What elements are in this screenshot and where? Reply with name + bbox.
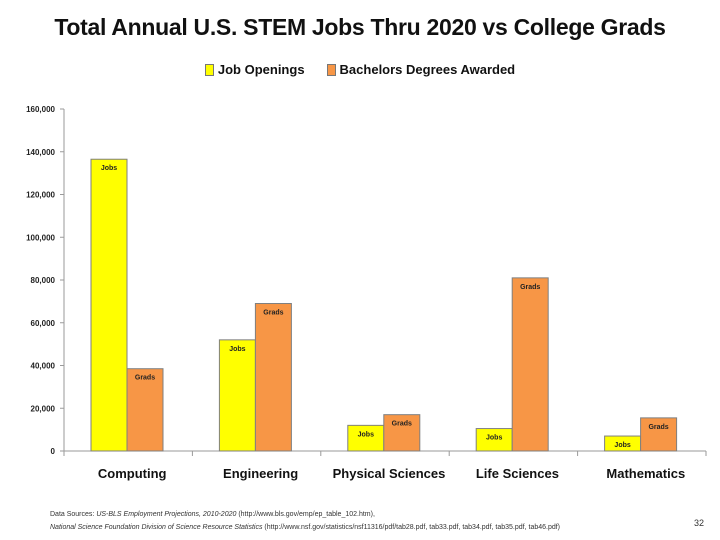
bar-bachelors-degrees-awarded-physical-sciences xyxy=(383,414,421,452)
data-sources-note: Data Sources: US-BLS Employment Projecti… xyxy=(50,508,560,534)
bar-data-label: Jobs xyxy=(101,165,117,172)
bar-data-label: Grads xyxy=(520,284,540,291)
bar-data-label: Grads xyxy=(392,421,412,428)
x-tick-label: Mathematics xyxy=(606,466,685,481)
bar-job-openings-engineering xyxy=(218,339,256,452)
sources-line-1: Data Sources: US-BLS Employment Projecti… xyxy=(50,508,560,521)
legend-label-bachelors-degrees: Bachelors Degrees Awarded xyxy=(339,62,516,77)
bar-data-label: Grads xyxy=(135,375,155,382)
sources-prefix: Data Sources: xyxy=(50,511,97,518)
bar-bachelors-degrees-awarded-life-sciences xyxy=(511,277,549,452)
y-tick-label: 140,000 xyxy=(26,148,55,157)
y-tick-label: 20,000 xyxy=(31,404,56,413)
y-tick-label: 40,000 xyxy=(31,362,56,371)
bar-chart-plot: 0 20,000 40,000 60,000 80,000 100,000 120,000 1… xyxy=(26,105,707,481)
bar-data-label: Jobs xyxy=(358,431,374,438)
x-tick-label: Engineering xyxy=(223,466,298,481)
bar-data-label: Jobs xyxy=(229,346,245,353)
chart-title: Total Annual U.S. STEM Jobs Thru 2020 vs… xyxy=(54,14,666,40)
legend-swatch-job-openings xyxy=(204,63,214,76)
bar-data-label: Grads xyxy=(263,310,283,317)
y-tick-label: 120,000 xyxy=(26,191,55,200)
legend-swatch-bachelors-degrees xyxy=(326,63,336,76)
bar-job-openings-computing xyxy=(90,158,128,452)
y-tick-label: 160,000 xyxy=(26,105,55,114)
sources-bls-url: (http://www.bls.gov/emp/ep_table_102.htm… xyxy=(236,511,375,518)
sources-nsf-title: National Science Foundation Division of … xyxy=(50,524,263,531)
x-tick-label: Life Sciences xyxy=(476,466,559,481)
legend-item-bachelors-degrees: Bachelors Degrees Awarded xyxy=(326,62,516,77)
bar-job-openings-physical-sciences xyxy=(347,424,385,452)
y-tick-label: 60,000 xyxy=(31,319,56,328)
bar-bachelors-degrees-awarded-engineering xyxy=(254,303,292,452)
legend-label-job-openings: Job Openings xyxy=(217,62,305,77)
sources-bls-title: US-BLS Employment Projections, 2010-2020 xyxy=(96,511,237,518)
slide-number: 32 xyxy=(693,518,704,528)
chart-legend: Job Openings Bachelors Degrees Awarded xyxy=(0,62,720,77)
sources-line-2: National Science Foundation Division of … xyxy=(50,521,560,534)
bar-data-label: Grads xyxy=(648,424,668,431)
bar-data-label: Jobs xyxy=(486,435,502,442)
bar-bachelors-degrees-awarded-mathematics xyxy=(640,417,678,452)
legend-item-job-openings: Job Openings xyxy=(204,62,305,77)
x-tick-label: Physical Sciences xyxy=(333,466,446,481)
bar-bachelors-degrees-awarded-computing xyxy=(126,368,164,452)
y-tick-label: 80,000 xyxy=(31,276,56,285)
y-tick-label: 0 xyxy=(51,447,56,456)
y-tick-label: 100,000 xyxy=(26,233,55,242)
bar-data-label: Jobs xyxy=(614,442,630,449)
x-tick-label: Computing xyxy=(98,466,167,481)
sources-nsf-url: (http://www.nsf.gov/statistics/nsf11316/… xyxy=(262,524,561,531)
